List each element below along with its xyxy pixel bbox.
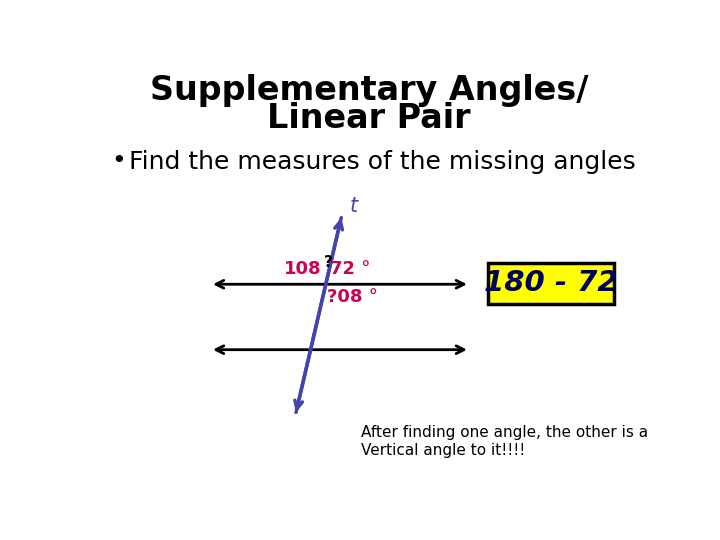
Text: Supplementary Angles/: Supplementary Angles/ [150,74,588,107]
Text: After finding one angle, the other is a
Vertical angle to it!!!!: After finding one angle, the other is a … [361,425,649,457]
Text: 108: 108 [284,260,322,278]
Text: t: t [350,197,358,217]
Text: Find the measures of the missing angles: Find the measures of the missing angles [129,150,636,173]
Text: ?08 °: ?08 ° [328,288,378,306]
Text: ?: ? [323,255,333,271]
FancyBboxPatch shape [488,262,614,304]
Text: Linear Pair: Linear Pair [267,102,471,135]
Text: 72 °: 72 ° [330,260,370,278]
Text: •: • [112,150,127,173]
Text: 180 - 72: 180 - 72 [485,269,618,298]
